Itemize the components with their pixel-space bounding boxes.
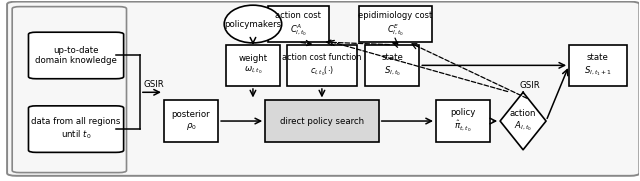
- Text: policymakers: policymakers: [225, 20, 282, 29]
- Text: weight
$\omega_{l,t_0}$: weight $\omega_{l,t_0}$: [238, 54, 268, 76]
- Text: epidimiology cost
$C^E_{l,t_0}$: epidimiology cost $C^E_{l,t_0}$: [358, 10, 433, 38]
- Text: GSIR: GSIR: [519, 81, 540, 90]
- FancyBboxPatch shape: [265, 100, 379, 142]
- FancyBboxPatch shape: [164, 100, 218, 142]
- Text: state
$S_{l,t_1+1}$: state $S_{l,t_1+1}$: [584, 53, 612, 77]
- Text: direct policy search: direct policy search: [280, 117, 364, 126]
- Text: state
$S_{l,t_0}$: state $S_{l,t_0}$: [381, 53, 403, 77]
- FancyBboxPatch shape: [365, 45, 419, 86]
- FancyBboxPatch shape: [7, 2, 639, 176]
- FancyBboxPatch shape: [569, 45, 627, 86]
- Text: posterior
$\rho_0$: posterior $\rho_0$: [172, 110, 211, 132]
- FancyBboxPatch shape: [28, 32, 124, 79]
- FancyBboxPatch shape: [287, 45, 357, 86]
- FancyBboxPatch shape: [28, 106, 124, 152]
- FancyBboxPatch shape: [226, 45, 280, 86]
- FancyBboxPatch shape: [268, 6, 328, 42]
- Text: up-to-date
domain knowledge: up-to-date domain knowledge: [35, 46, 117, 65]
- Text: action cost function
$c_{l,t_0}(\cdot)$: action cost function $c_{l,t_0}(\cdot)$: [282, 53, 362, 77]
- Text: action
$A_{l,t_0}$: action $A_{l,t_0}$: [510, 109, 536, 133]
- Polygon shape: [500, 92, 546, 150]
- Text: data from all regions
until $t_0$: data from all regions until $t_0$: [31, 117, 121, 141]
- Text: GSIR: GSIR: [143, 80, 164, 89]
- Text: action cost
$C^A_{l,t_0}$: action cost $C^A_{l,t_0}$: [275, 10, 321, 38]
- Text: policy
$\hat{\pi}_{t,t_0}$: policy $\hat{\pi}_{t,t_0}$: [451, 108, 476, 134]
- FancyBboxPatch shape: [358, 6, 432, 42]
- Ellipse shape: [224, 5, 282, 43]
- FancyBboxPatch shape: [436, 100, 490, 142]
